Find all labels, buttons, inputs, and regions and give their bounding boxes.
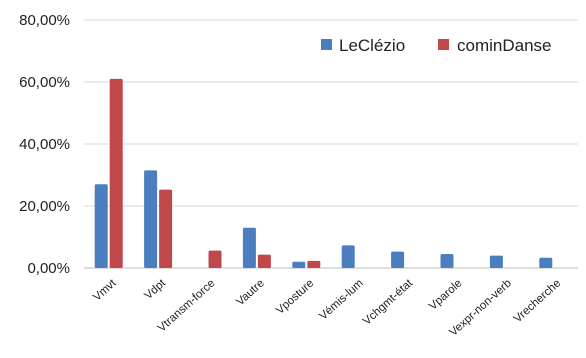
bar-leclezio-8 (489, 255, 503, 268)
bars (94, 78, 553, 269)
bar-leclezio-1 (144, 170, 158, 268)
bar-comindanse-3 (257, 254, 271, 268)
x-category-label: Vparole (427, 277, 464, 312)
bar-leclezio-9 (539, 257, 553, 268)
gridlines (84, 19, 578, 269)
x-category-label: Vdpt (142, 277, 168, 302)
x-category-label: Vémis-lum (317, 277, 365, 322)
bar-leclezio-5 (341, 245, 355, 268)
legend-label: cominDanse (457, 36, 552, 55)
y-axis-ticks: 0,00% 20,00% 40,00% 60,00% 80,00% (19, 12, 70, 277)
x-category-label: Vmvt (91, 277, 119, 304)
legend-label: LeClézio (339, 36, 405, 55)
y-tick-label: 0,00% (27, 260, 70, 277)
y-tick-label: 40,00% (19, 136, 70, 153)
legend-swatch-comindanse (438, 39, 449, 50)
bar-leclezio-0 (94, 184, 108, 268)
x-category-label: Vposture (274, 277, 316, 317)
x-category-label: Vautre (234, 277, 267, 308)
y-tick-label: 20,00% (19, 198, 70, 215)
bar-comindanse-1 (159, 189, 173, 268)
bar-leclezio-3 (242, 227, 256, 268)
x-category-label: Vchgmt-état (361, 277, 416, 328)
x-category-label: Vrecherche (512, 277, 563, 325)
bar-comindanse-4 (307, 260, 321, 268)
bar-leclezio-6 (391, 251, 405, 268)
bar-leclezio-4 (292, 261, 306, 268)
y-tick-label: 60,00% (19, 74, 70, 91)
legend-swatch-leclezio (321, 39, 332, 50)
bar-leclezio-7 (440, 254, 454, 268)
y-tick-label: 80,00% (19, 12, 70, 29)
bar-comindanse-0 (109, 78, 123, 269)
bar-comindanse-2 (208, 250, 222, 268)
legend: LeClézio cominDanse (321, 36, 552, 55)
